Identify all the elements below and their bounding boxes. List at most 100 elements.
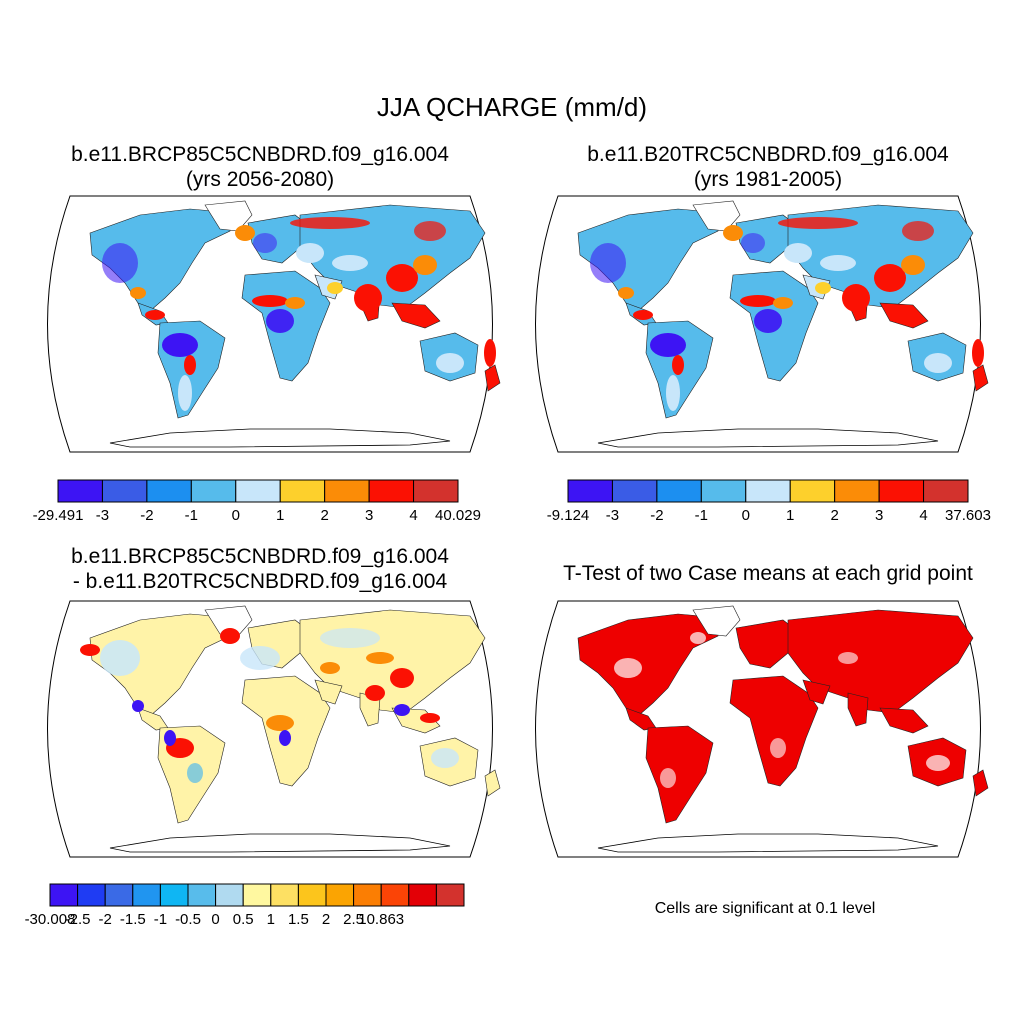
continent-africa xyxy=(729,675,819,787)
continent-nz xyxy=(972,769,989,797)
colorbar-box xyxy=(656,479,702,503)
colorbar-box xyxy=(700,479,747,503)
map-field-region xyxy=(266,715,294,731)
colorbar-box xyxy=(132,883,161,907)
map-field-region xyxy=(390,668,414,688)
map-field-region xyxy=(386,264,418,292)
continent-seAsia xyxy=(391,302,441,329)
map-field-region xyxy=(420,713,440,723)
continent-antarctica xyxy=(597,833,939,853)
colorbar-tick-label: 0.5 xyxy=(233,911,254,928)
map-field-region xyxy=(650,333,686,357)
panel-title-line2: (yrs 1981-2005) xyxy=(693,168,843,191)
map-field-region xyxy=(285,297,305,309)
colorbar-box xyxy=(413,479,459,503)
map-field-region xyxy=(145,310,165,320)
continent-antarctica xyxy=(109,833,451,853)
map-field-region xyxy=(252,295,288,307)
colorbar-tick-label: 2 xyxy=(830,507,838,524)
continent-greenland xyxy=(204,200,253,232)
colorbar-box xyxy=(235,479,281,503)
map-insignificant-region xyxy=(926,755,950,771)
map-field-region xyxy=(431,748,459,768)
map-field-region xyxy=(723,225,743,241)
colorbar-box xyxy=(567,479,613,503)
map-historical xyxy=(535,195,989,453)
map-field-region xyxy=(187,763,203,783)
map-field-region xyxy=(320,628,380,648)
continent-seAsia xyxy=(879,707,929,734)
map-field-region xyxy=(778,217,858,229)
colorbar-box xyxy=(57,479,103,503)
map-field-region xyxy=(365,685,385,701)
map-field-region xyxy=(484,339,496,367)
map-field-region xyxy=(332,255,368,271)
map-field-region xyxy=(902,221,934,241)
continent-seAsia xyxy=(879,302,929,329)
continent-nz xyxy=(972,364,989,392)
colorbar-box xyxy=(923,479,969,503)
map-field-region xyxy=(618,287,634,299)
colorbar-tick-label: 10.863 xyxy=(358,911,404,928)
continent-europe xyxy=(735,619,801,669)
map-field-region xyxy=(633,310,653,320)
colorbar-tick-label: 4 xyxy=(409,507,417,524)
map-field-region xyxy=(320,662,340,674)
map-field-region xyxy=(590,243,626,283)
map-field-region xyxy=(290,217,370,229)
map-field-region xyxy=(414,221,446,241)
map-field-region xyxy=(178,375,192,411)
map-field-region xyxy=(102,243,138,283)
colorbar-box xyxy=(435,883,465,907)
colorbar-tick-label: -2.5 xyxy=(65,911,91,928)
colorbar-box xyxy=(159,883,189,907)
colorbar-tick-label: 2 xyxy=(322,911,330,928)
colorbar-box xyxy=(297,883,327,907)
map-field-region xyxy=(354,284,382,312)
colorbar-box xyxy=(380,883,410,907)
map-field-region xyxy=(100,640,140,676)
continent-northAmerica xyxy=(89,613,236,717)
map-insignificant-region xyxy=(614,658,642,678)
colorbar-tick-label: 4 xyxy=(919,507,927,524)
colorbar-tick-label: -1.5 xyxy=(120,911,146,928)
map-insignificant-region xyxy=(690,632,706,644)
map-field-region xyxy=(901,255,925,275)
colorbar-tick-label: -2 xyxy=(140,507,153,524)
colorbar-box xyxy=(187,883,217,907)
colorbar-tick-label: 40.029 xyxy=(435,507,481,524)
continent-greenland xyxy=(204,605,253,637)
colorbar-tick-label: 3 xyxy=(365,507,373,524)
colorbar-box xyxy=(77,883,106,907)
colorbar-tick-label: -2 xyxy=(650,507,663,524)
continent-arabia xyxy=(802,679,831,705)
main-title: JJA QCHARGE (mm/d) xyxy=(376,92,648,122)
map-field-region xyxy=(972,339,984,367)
colorbar-box xyxy=(745,479,791,503)
colorbar-box xyxy=(878,479,925,503)
map-field-region xyxy=(820,255,856,271)
panel-title-line1: b.e11.BRCP85C5CNBDRD.f09_g16.004 xyxy=(71,545,449,568)
map-insignificant-region xyxy=(660,768,676,788)
colorbar-box xyxy=(215,883,244,907)
map-field-region xyxy=(741,233,765,253)
colorbar-historical: -9.124 -3 -2 -1 0 1 2 3 4 37.603 xyxy=(547,479,991,524)
panel-title-line1: b.e11.B20TRC5CNBDRD.f09_g16.004 xyxy=(587,143,949,166)
continent-greenland xyxy=(692,200,741,232)
colorbar-tick-label: -29.491 xyxy=(33,507,84,524)
colorbar-tick-label: -3 xyxy=(96,507,109,524)
colorbar-box xyxy=(279,479,326,503)
map-future xyxy=(47,195,501,453)
colorbar-tick-label: -1 xyxy=(185,507,198,524)
colorbar-tick-label: -0.5 xyxy=(175,911,201,928)
colorbar-tick-label: 2 xyxy=(320,507,328,524)
colorbar-tick-label: 2.5 xyxy=(343,911,364,928)
map-field-region xyxy=(132,700,144,712)
colorbar-box xyxy=(242,883,272,907)
map-field-region xyxy=(773,297,793,309)
map-field-region xyxy=(784,243,812,263)
colorbar-future: -29.491 -3 -2 -1 0 1 2 3 4 40.029 xyxy=(33,479,481,524)
colorbar-tick-label: 3 xyxy=(875,507,883,524)
map-insignificant-region xyxy=(838,652,858,664)
colorbar-box xyxy=(324,479,370,503)
